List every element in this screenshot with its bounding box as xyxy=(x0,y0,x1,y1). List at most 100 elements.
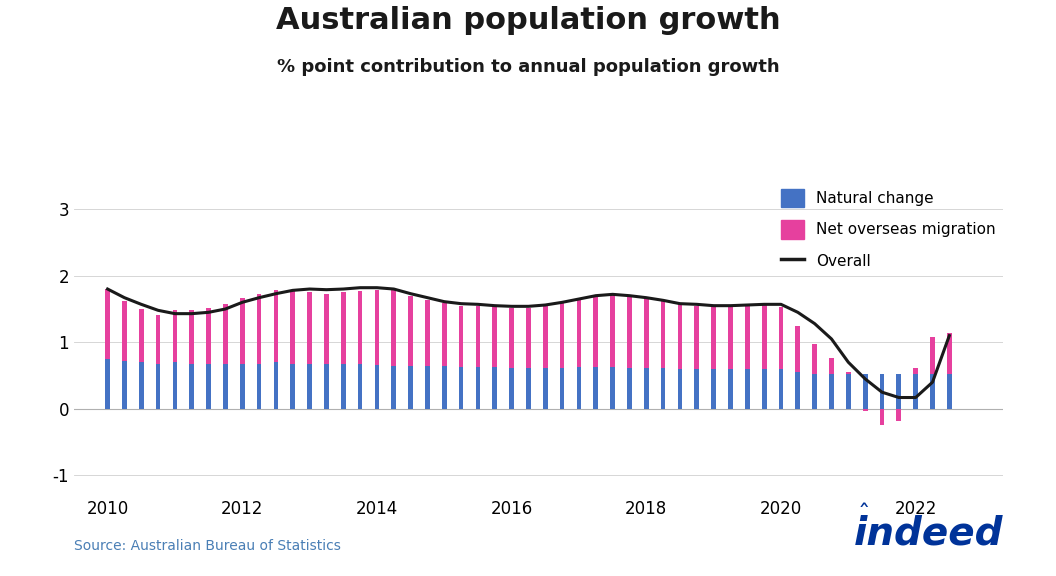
Bar xyxy=(458,306,464,367)
Bar xyxy=(426,366,430,409)
Bar xyxy=(240,363,245,409)
Bar xyxy=(458,367,464,409)
Bar xyxy=(240,298,245,363)
Bar xyxy=(426,300,430,366)
Bar xyxy=(930,337,935,374)
Bar xyxy=(509,308,514,367)
Bar xyxy=(863,409,868,411)
Bar xyxy=(812,374,817,409)
Bar xyxy=(729,369,733,409)
Bar xyxy=(897,409,901,421)
Bar xyxy=(829,374,834,409)
Bar xyxy=(880,409,884,426)
Bar xyxy=(913,368,918,374)
Bar xyxy=(189,310,194,363)
Bar xyxy=(795,325,800,372)
Bar xyxy=(829,358,834,374)
Bar xyxy=(947,333,951,374)
Bar xyxy=(257,363,262,409)
Bar xyxy=(543,306,548,367)
Bar xyxy=(593,367,598,409)
Bar xyxy=(543,367,548,409)
Bar xyxy=(223,364,228,409)
Bar xyxy=(712,306,716,369)
Bar xyxy=(930,374,935,409)
Bar xyxy=(560,367,565,409)
Bar xyxy=(778,307,784,369)
Bar xyxy=(526,308,531,367)
Bar xyxy=(795,372,800,409)
Bar xyxy=(729,306,733,369)
Bar xyxy=(139,309,144,362)
Bar xyxy=(206,364,211,409)
Bar xyxy=(274,362,279,409)
Bar xyxy=(358,291,362,364)
Bar xyxy=(695,306,699,369)
Bar xyxy=(761,369,767,409)
Text: % point contribution to annual population growth: % point contribution to annual populatio… xyxy=(277,58,779,75)
Bar xyxy=(593,295,598,367)
Text: ˆ: ˆ xyxy=(857,503,870,527)
Bar xyxy=(290,363,295,409)
Bar xyxy=(122,301,127,361)
Bar xyxy=(358,364,362,409)
Bar xyxy=(560,302,565,367)
Bar xyxy=(492,367,497,409)
Bar xyxy=(695,369,699,409)
Bar xyxy=(341,364,345,409)
Bar xyxy=(712,369,716,409)
Bar xyxy=(812,344,817,374)
Text: Australian population growth: Australian population growth xyxy=(276,6,780,35)
Bar xyxy=(106,359,110,409)
Bar xyxy=(375,290,379,365)
Bar xyxy=(324,364,328,409)
Bar xyxy=(324,294,328,364)
Bar xyxy=(678,369,682,409)
Bar xyxy=(375,365,379,409)
Bar xyxy=(744,306,750,369)
Bar xyxy=(155,363,161,409)
Legend: Natural change, Net overseas migration, Overall: Natural change, Net overseas migration, … xyxy=(780,188,996,270)
Bar xyxy=(947,374,951,409)
Bar xyxy=(392,366,396,409)
Bar xyxy=(644,298,648,367)
Bar xyxy=(122,361,127,409)
Bar xyxy=(644,367,648,409)
Bar xyxy=(627,296,631,367)
Bar xyxy=(509,367,514,409)
Bar xyxy=(172,362,177,409)
Bar xyxy=(441,303,447,366)
Bar xyxy=(761,305,767,369)
Bar xyxy=(744,369,750,409)
Bar xyxy=(627,367,631,409)
Bar xyxy=(139,362,144,409)
Bar xyxy=(172,310,177,362)
Bar xyxy=(106,289,110,359)
Bar xyxy=(341,293,345,364)
Text: Source: Australian Bureau of Statistics: Source: Australian Bureau of Statistics xyxy=(74,539,341,553)
Bar xyxy=(610,367,615,409)
Bar xyxy=(526,367,531,409)
Bar xyxy=(577,367,581,409)
Bar xyxy=(392,290,396,366)
Bar xyxy=(661,300,665,368)
Bar xyxy=(475,306,480,367)
Bar xyxy=(155,315,161,363)
Bar xyxy=(880,374,884,409)
Bar xyxy=(223,304,228,364)
Bar xyxy=(290,290,295,363)
Bar xyxy=(678,304,682,369)
Bar xyxy=(913,374,918,409)
Bar xyxy=(846,374,851,409)
Bar xyxy=(409,295,413,366)
Bar xyxy=(441,366,447,409)
Bar xyxy=(863,374,868,409)
Bar xyxy=(610,295,615,367)
Bar xyxy=(307,363,312,409)
Bar xyxy=(307,291,312,363)
Bar xyxy=(475,367,480,409)
Bar xyxy=(661,368,665,409)
Bar xyxy=(897,374,901,409)
Bar xyxy=(274,290,279,362)
Bar xyxy=(577,298,581,367)
